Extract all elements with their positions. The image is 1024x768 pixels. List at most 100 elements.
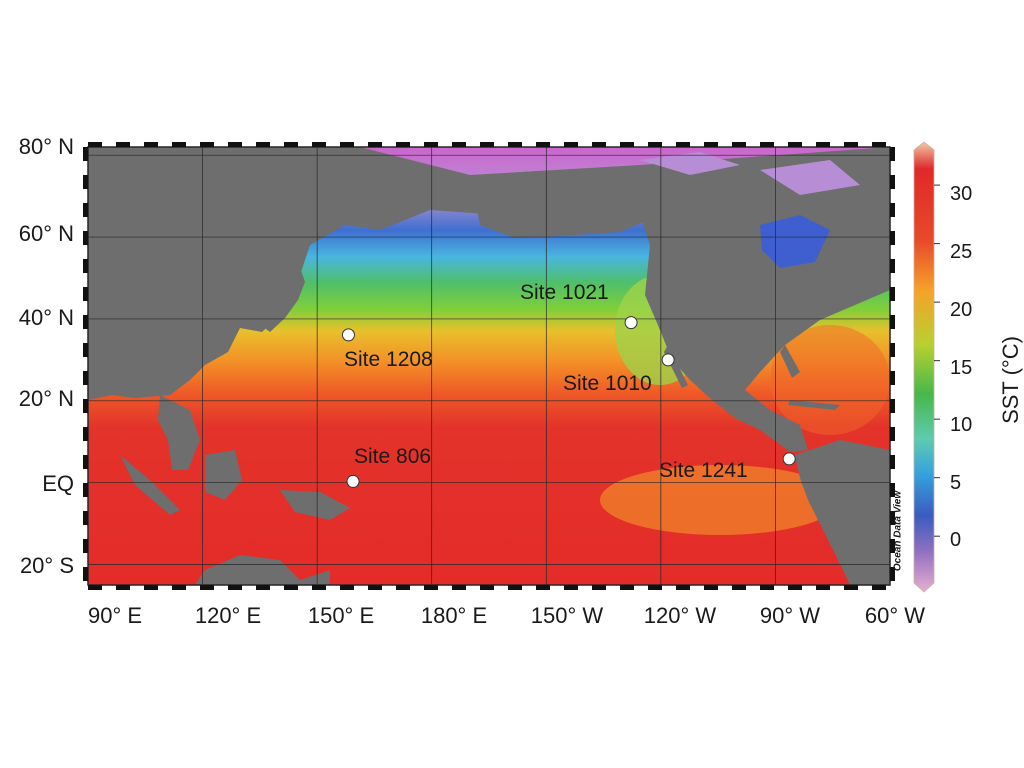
frame-dash xyxy=(890,539,895,553)
frame-dash xyxy=(424,585,438,590)
frame-dash xyxy=(890,203,895,217)
frame-dash xyxy=(760,585,774,590)
colorbar-tick-10: 10 xyxy=(950,414,973,436)
frame-dash xyxy=(508,142,522,147)
asia-land xyxy=(88,147,500,400)
frame-dash xyxy=(396,585,410,590)
frame-dash xyxy=(172,142,186,147)
site-marker-site-806 xyxy=(346,474,360,488)
frame-dash xyxy=(536,142,550,147)
colorbar-tick-0: 0 xyxy=(950,529,962,551)
frame-dash xyxy=(83,455,88,469)
frame-dash xyxy=(480,585,494,590)
frame-dash xyxy=(816,142,830,147)
site-marker-site-1208 xyxy=(341,328,355,342)
frame-dash xyxy=(620,142,634,147)
frame-dash-border xyxy=(83,142,895,590)
site-markers xyxy=(341,316,796,488)
frame-dash xyxy=(284,585,298,590)
frame-dash xyxy=(872,585,886,590)
frame-dash xyxy=(890,175,895,189)
frame-dash xyxy=(340,585,354,590)
lon-label-150e: 150° E xyxy=(307,603,375,628)
frame-dash xyxy=(452,142,466,147)
frame-dash xyxy=(452,585,466,590)
indochina-land xyxy=(158,395,200,470)
frame-dash xyxy=(592,585,606,590)
florida-land xyxy=(780,345,800,378)
lat-label-80n: 80° N xyxy=(18,134,74,159)
lon-label-150w: 150° W xyxy=(530,603,604,628)
frame-dash xyxy=(760,142,774,147)
frame-dash xyxy=(396,142,410,147)
frame-dash xyxy=(890,147,895,161)
frame-dash xyxy=(890,483,895,497)
frame-dash xyxy=(732,142,746,147)
alaska-land xyxy=(470,165,660,238)
frame-dash xyxy=(83,175,88,189)
frame-dash xyxy=(788,585,802,590)
lat-label-20s: 20° S xyxy=(19,553,74,578)
frame-dash xyxy=(83,511,88,525)
north-america-land xyxy=(640,147,890,452)
frame-dash xyxy=(676,142,690,147)
frame-dash xyxy=(228,142,242,147)
colorbar-title: SST (°C) xyxy=(998,336,1023,424)
borneo-land xyxy=(205,450,242,500)
frame-dash xyxy=(256,142,270,147)
frame-dash xyxy=(83,399,88,413)
frame-dash xyxy=(144,585,158,590)
japan-land xyxy=(262,262,305,332)
ocean-data-view-credit: Ocean Data View xyxy=(892,490,904,572)
australia-land xyxy=(195,555,330,585)
frame-dash xyxy=(368,585,382,590)
frame-dash xyxy=(648,142,662,147)
lat-label-20n: 20° N xyxy=(18,386,74,411)
frame-dash xyxy=(88,585,102,590)
frame-dash xyxy=(648,585,662,590)
site-marker-site-1241 xyxy=(782,452,796,466)
frame-dash xyxy=(172,585,186,590)
frame-dash xyxy=(704,142,718,147)
frame-dash xyxy=(116,585,130,590)
lon-label-90w: 90° W xyxy=(759,603,821,628)
frame-dash xyxy=(368,142,382,147)
colorbar-tick-25: 25 xyxy=(950,241,973,263)
frame-dash xyxy=(312,142,326,147)
hudson-bay xyxy=(760,215,830,268)
site-marker-site-1021 xyxy=(624,316,638,330)
colorbar-tick-20: 20 xyxy=(950,299,973,321)
frame-dash xyxy=(890,343,895,357)
frame-dash xyxy=(424,142,438,147)
frame-dash xyxy=(890,399,895,413)
atlantic-warm-patch xyxy=(770,325,890,435)
south-america-land xyxy=(795,440,890,585)
colorbar-tick-15: 15 xyxy=(950,357,973,379)
frame-dash xyxy=(890,371,895,385)
frame-dash xyxy=(732,585,746,590)
colorbar-tick-5: 5 xyxy=(950,472,962,494)
cuba-land xyxy=(788,400,840,410)
frame-dash xyxy=(83,483,88,497)
frame-dash xyxy=(144,142,158,147)
frame-dash xyxy=(200,585,214,590)
frame-dash xyxy=(890,259,895,273)
frame-dash xyxy=(890,511,895,525)
lon-label-180e: 180° E xyxy=(420,603,488,628)
colorbar-body xyxy=(913,141,935,593)
land xyxy=(88,147,890,585)
frame-dash xyxy=(704,585,718,590)
lat-label-40n: 40° N xyxy=(18,305,74,330)
frame-dash xyxy=(872,142,886,147)
site-label-806: Site 806 xyxy=(354,445,432,468)
lon-label-120w: 120° W xyxy=(643,603,717,628)
frame-dash xyxy=(83,147,88,161)
frame-dash xyxy=(340,142,354,147)
lon-label-90e: 90° E xyxy=(87,603,143,628)
site-label-1021: Site 1021 xyxy=(520,281,609,304)
frame-dash xyxy=(890,287,895,301)
frame-dash xyxy=(256,585,270,590)
arctic-islands xyxy=(640,152,860,195)
